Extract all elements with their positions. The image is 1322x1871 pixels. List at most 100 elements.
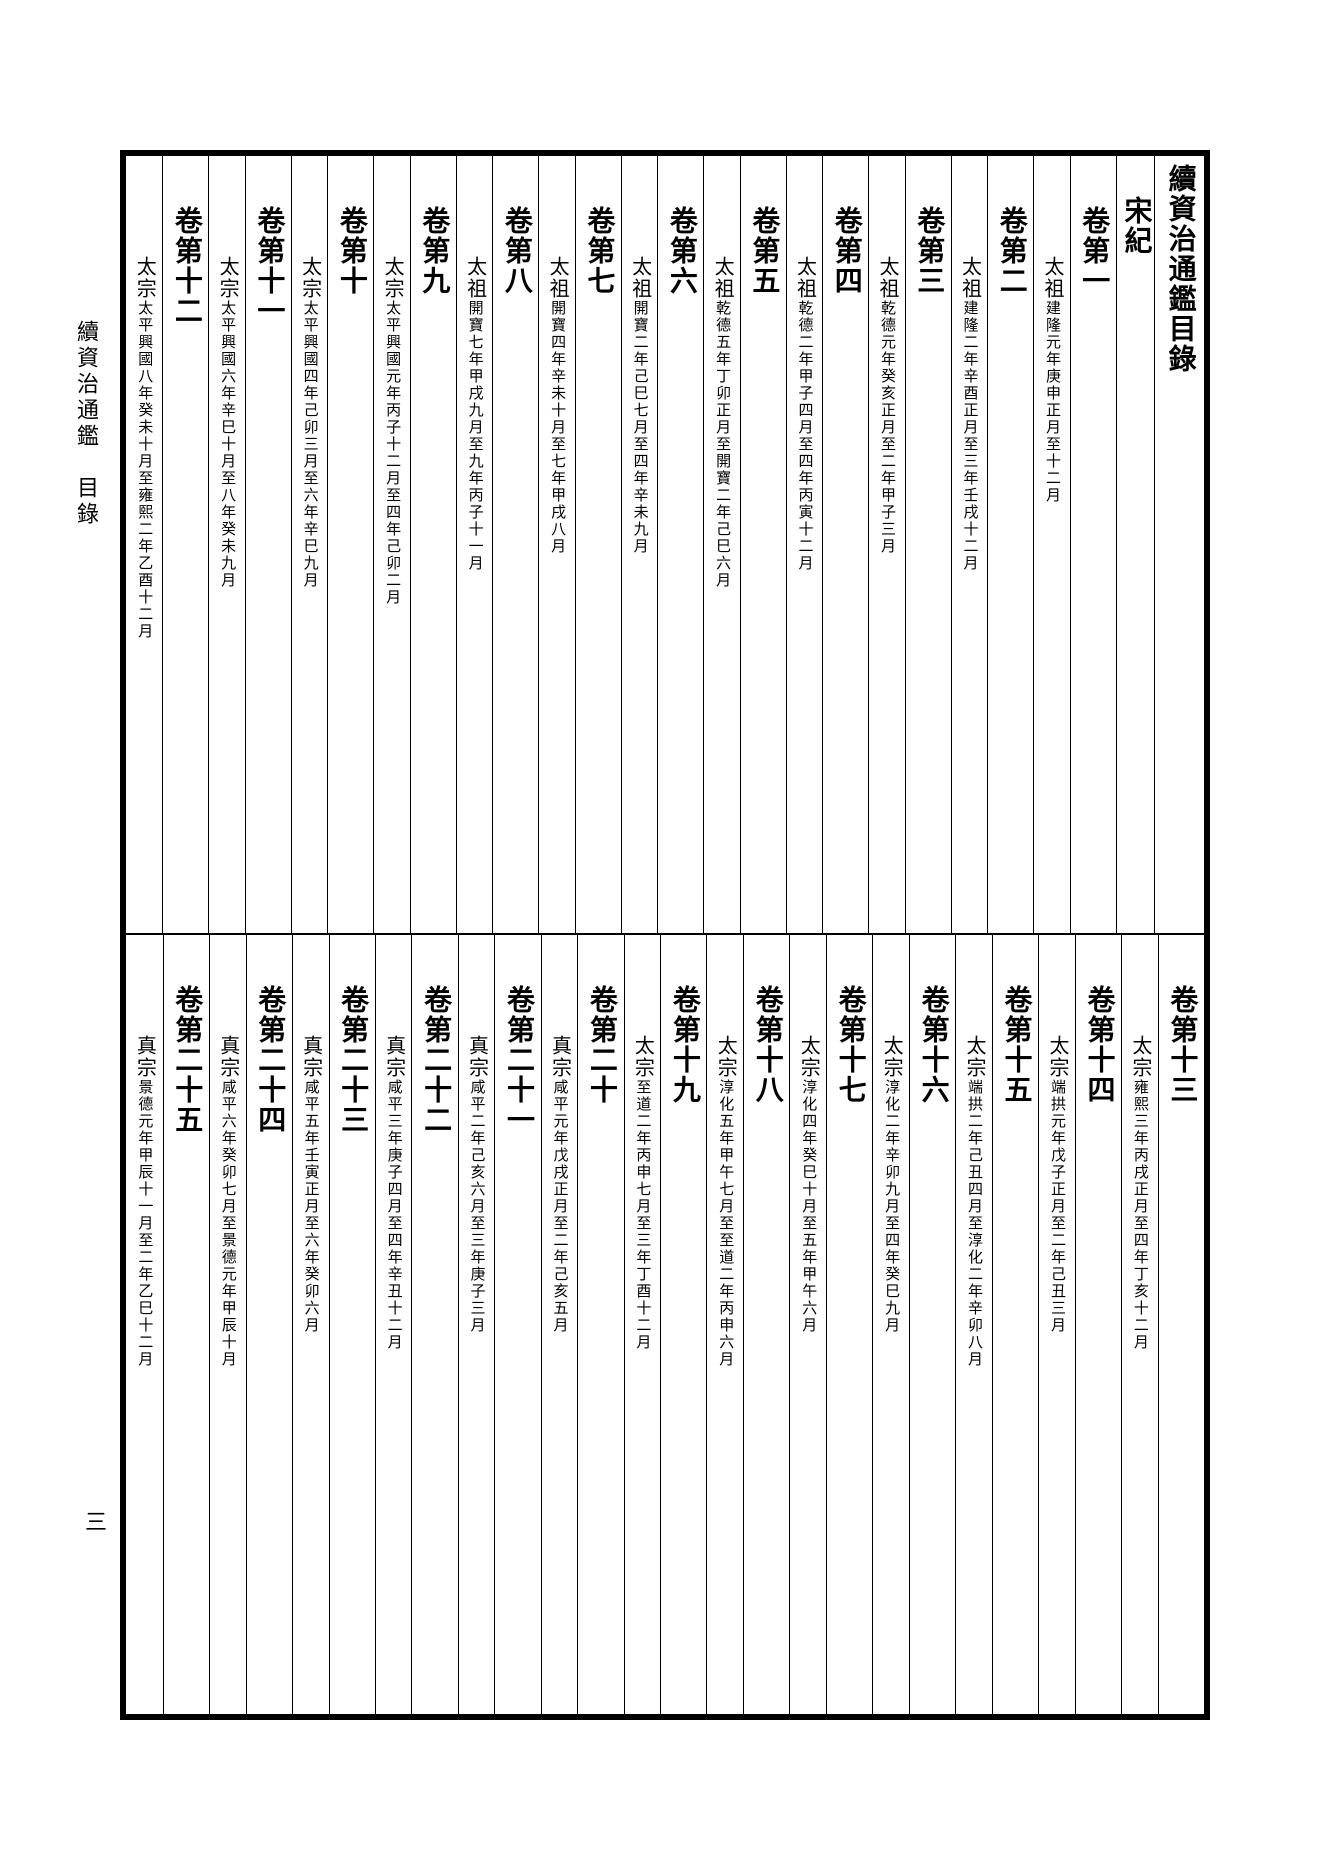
entry-column: 太宗至道二年丙申七月至三年丁酉十二月 bbox=[624, 935, 661, 1714]
margin-title: 續資治通鑑 目錄 bbox=[70, 320, 102, 528]
entry-column: 太祖乾德二年甲子四月至四年丙寅十二月 bbox=[786, 156, 822, 933]
entry-main: 太宗 bbox=[299, 256, 321, 300]
entry-main: 太祖 bbox=[1041, 256, 1063, 300]
volume-heading: 卷第十 bbox=[337, 206, 365, 296]
entry-main: 太祖 bbox=[959, 256, 981, 300]
entry-main: 太宗 bbox=[797, 1035, 819, 1079]
entry-sub: 端拱二年己丑四月至淳化二年辛卯八月 bbox=[966, 1079, 982, 1368]
entry-column: 太祖乾德五年丁卯正月至開寶二年己巳六月 bbox=[703, 156, 739, 933]
entry-sub: 太平興國八年癸未十月至雍熙二年乙酉十二月 bbox=[136, 300, 152, 640]
entry-text: 太宗太平興國四年己卯三月至六年辛巳九月 bbox=[300, 256, 320, 589]
entry-sub: 咸平二年己亥六月至三年庚子三月 bbox=[469, 1079, 485, 1334]
volume-heading-column: 卷第十六 bbox=[909, 935, 955, 1714]
entry-main: 太祖 bbox=[876, 256, 898, 300]
entry-main: 太宗 bbox=[216, 256, 238, 300]
volume-heading: 卷第十八 bbox=[753, 985, 781, 1105]
entry-text: 真宗咸平元年戊戌正月至二年己亥五月 bbox=[549, 1035, 569, 1334]
entry-sub: 太平興國四年己卯三月至六年辛巳九月 bbox=[302, 300, 318, 589]
entry-text: 太宗太平興國元年丙子十二月至四年己卯二月 bbox=[382, 256, 402, 606]
volume-heading: 卷第十一 bbox=[254, 206, 282, 326]
book-title-column: 續資治通鑑目錄 bbox=[1154, 156, 1204, 933]
volume-heading-column: 卷第一 bbox=[1070, 156, 1116, 933]
volume-heading-column: 卷第二十一 bbox=[494, 935, 540, 1714]
entry-column: 太祖乾德元年癸亥正月至二年甲子三月 bbox=[868, 156, 904, 933]
section-title: 宋紀 bbox=[1121, 196, 1149, 256]
upper-half: 續資治通鑑目錄宋紀卷第一太祖建隆元年庚申正月至十二月卷第二太祖建隆二年辛酉正月至… bbox=[126, 156, 1204, 935]
volume-heading: 卷第十二 bbox=[172, 206, 200, 326]
volume-heading: 卷第一 bbox=[1079, 206, 1107, 296]
entry-column: 太宗雍熙三年丙戌正月至四年丁亥十二月 bbox=[1121, 935, 1158, 1714]
entry-main: 太宗 bbox=[133, 256, 155, 300]
volume-heading: 卷第十三 bbox=[1167, 985, 1195, 1105]
entry-main: 太祖 bbox=[464, 256, 486, 300]
volume-heading-column: 卷第四 bbox=[822, 156, 868, 933]
entry-main: 太宗 bbox=[880, 1035, 902, 1079]
volume-heading: 卷第九 bbox=[419, 206, 447, 296]
entry-text: 太宗至道二年丙申七月至三年丁酉十二月 bbox=[632, 1035, 652, 1351]
entry-text: 太祖乾德二年甲子四月至四年丙寅十二月 bbox=[795, 256, 815, 572]
entry-column: 太宗淳化二年辛卯九月至四年癸巳九月 bbox=[872, 935, 909, 1714]
entry-main: 太祖 bbox=[794, 256, 816, 300]
entry-sub: 建隆元年庚申正月至十二月 bbox=[1044, 300, 1060, 504]
volume-heading-column: 卷第三 bbox=[905, 156, 951, 933]
volume-heading: 卷第二 bbox=[997, 206, 1025, 296]
entry-column: 真宗咸平三年庚子四月至四年辛丑十二月 bbox=[375, 935, 412, 1714]
entry-column: 太宗太平興國元年丙子十二月至四年己卯二月 bbox=[373, 156, 409, 933]
volume-heading-column: 卷第十五 bbox=[992, 935, 1038, 1714]
volume-heading: 卷第十四 bbox=[1084, 985, 1112, 1105]
page-number: 三 bbox=[78, 1510, 110, 1532]
entry-text: 太宗雍熙三年丙戌正月至四年丁亥十二月 bbox=[1130, 1035, 1150, 1351]
volume-heading: 卷第十九 bbox=[670, 985, 698, 1105]
entry-text: 真宗景德元年甲辰十一月至二年乙巳十二月 bbox=[134, 1035, 154, 1368]
entry-sub: 淳化五年甲午七月至至道二年丙申六月 bbox=[717, 1079, 733, 1368]
volume-heading: 卷第十五 bbox=[1002, 985, 1030, 1105]
entry-column: 太宗淳化五年甲午七月至至道二年丙申六月 bbox=[706, 935, 743, 1714]
entry-text: 太祖乾德五年丁卯正月至開寶二年己巳六月 bbox=[712, 256, 732, 589]
entry-column: 太宗端拱二年己丑四月至淳化二年辛卯八月 bbox=[955, 935, 992, 1714]
entry-column: 太宗淳化四年癸巳十月至五年甲午六月 bbox=[789, 935, 826, 1714]
volume-heading: 卷第二十一 bbox=[504, 985, 532, 1135]
entry-column: 真宗景德元年甲辰十一月至二年乙巳十二月 bbox=[126, 935, 163, 1714]
entry-sub: 開寶二年己巳七月至四年辛未九月 bbox=[632, 300, 648, 555]
volume-heading-column: 卷第二十五 bbox=[163, 935, 209, 1714]
entry-sub: 咸平三年庚子四月至四年辛丑十二月 bbox=[386, 1079, 402, 1351]
volume-heading-column: 卷第二 bbox=[987, 156, 1033, 933]
entry-text: 太宗太平興國六年辛巳十月至八年癸未九月 bbox=[217, 256, 237, 589]
volume-heading: 卷第二十五 bbox=[172, 985, 200, 1135]
entry-text: 真宗咸平六年癸卯七月至景德元年甲辰十月 bbox=[218, 1035, 238, 1368]
volume-heading: 卷第二十 bbox=[587, 985, 615, 1105]
entry-sub: 太平興國六年辛巳十月至八年癸未九月 bbox=[219, 300, 235, 589]
entry-column: 太祖建隆二年辛酉正月至三年壬戌十二月 bbox=[951, 156, 987, 933]
entry-text: 真宗咸平三年庚子四月至四年辛丑十二月 bbox=[384, 1035, 404, 1351]
entry-column: 真宗咸平元年戊戌正月至二年己亥五月 bbox=[541, 935, 578, 1714]
entry-main: 太宗 bbox=[714, 1035, 736, 1079]
entry-column: 太宗太平興國六年辛巳十月至八年癸未九月 bbox=[208, 156, 244, 933]
entry-sub: 太平興國元年丙子十二月至四年己卯二月 bbox=[384, 300, 400, 606]
entry-sub: 景德元年甲辰十一月至二年乙巳十二月 bbox=[136, 1079, 152, 1368]
entry-text: 太祖開寶四年辛未十月至七年甲戌八月 bbox=[547, 256, 567, 555]
entry-column: 太祖開寶七年甲戌九月至九年丙子十一月 bbox=[456, 156, 492, 933]
entry-sub: 雍熙三年丙戌正月至四年丁亥十二月 bbox=[1132, 1079, 1148, 1351]
entry-main: 太祖 bbox=[629, 256, 651, 300]
volume-heading: 卷第二十四 bbox=[255, 985, 283, 1135]
entry-column: 太祖開寶二年己巳七月至四年辛未九月 bbox=[621, 156, 657, 933]
entry-main: 真宗 bbox=[466, 1035, 488, 1079]
volume-heading-column: 卷第二十 bbox=[577, 935, 623, 1714]
entry-sub: 咸平元年戊戌正月至二年己亥五月 bbox=[551, 1079, 567, 1334]
entry-sub: 淳化二年辛卯九月至四年癸巳九月 bbox=[883, 1079, 899, 1334]
volume-heading-column: 卷第六 bbox=[657, 156, 703, 933]
volume-heading: 卷第十七 bbox=[836, 985, 864, 1105]
volume-heading: 卷第七 bbox=[584, 206, 612, 296]
entry-main: 太宗 bbox=[1046, 1035, 1068, 1079]
volume-heading-column: 卷第二十四 bbox=[246, 935, 292, 1714]
entry-sub: 咸平六年癸卯七月至景德元年甲辰十月 bbox=[220, 1079, 236, 1368]
entry-text: 太祖開寶七年甲戌九月至九年丙子十一月 bbox=[465, 256, 485, 572]
entry-column: 真宗咸平二年己亥六月至三年庚子三月 bbox=[458, 935, 495, 1714]
volume-heading-column: 卷第九 bbox=[410, 156, 456, 933]
entry-sub: 乾德元年癸亥正月至二年甲子三月 bbox=[879, 300, 895, 555]
entry-sub: 至道二年丙申七月至三年丁酉十二月 bbox=[634, 1079, 650, 1351]
entry-main: 真宗 bbox=[300, 1035, 322, 1079]
volume-heading: 卷第六 bbox=[667, 206, 695, 296]
entry-text: 太祖開寶二年己巳七月至四年辛未九月 bbox=[630, 256, 650, 555]
volume-heading: 卷第八 bbox=[502, 206, 530, 296]
